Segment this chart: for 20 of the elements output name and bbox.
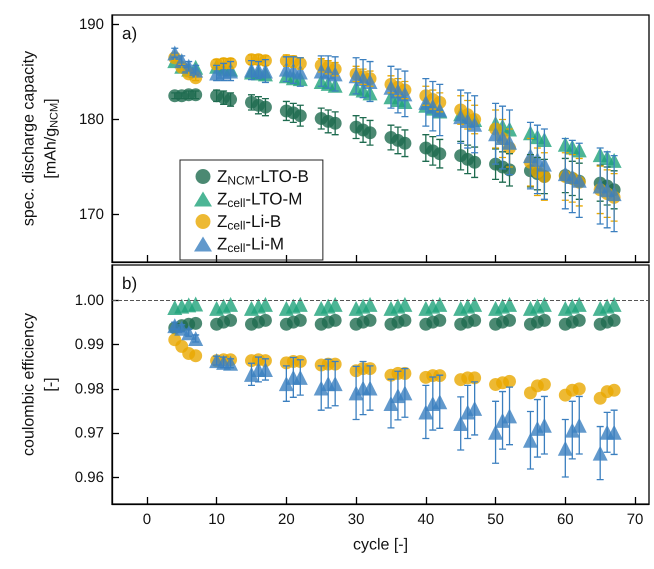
annotation: b) (122, 274, 138, 293)
x-tick-label: 20 (278, 511, 295, 528)
x-axis-title: cycle [-] (352, 536, 408, 554)
y-tick-label: 190 (78, 16, 104, 33)
x-tick-label: 70 (626, 511, 644, 528)
y-tick-label: 0.97 (74, 424, 104, 442)
y-tick-label: 180 (78, 111, 104, 128)
annotation: a) (122, 24, 138, 43)
y-tick-label: 170 (78, 206, 104, 223)
x-tick-label: 0 (142, 511, 152, 528)
x-tick-label: 60 (556, 511, 574, 528)
y-tick-label: 1.00 (74, 292, 104, 309)
x-tick-label: 10 (208, 511, 225, 528)
x-tick-label: 30 (348, 511, 364, 528)
y-axis-title: coulombic efficiency [-] (20, 313, 60, 456)
y-tick-label: 0.98 (74, 380, 104, 398)
x-tick-label: 50 (487, 511, 504, 528)
x-tick-label: 40 (417, 511, 434, 528)
y-tick-label: 0.96 (74, 468, 104, 486)
y-tick-label: 0.99 (74, 336, 104, 354)
